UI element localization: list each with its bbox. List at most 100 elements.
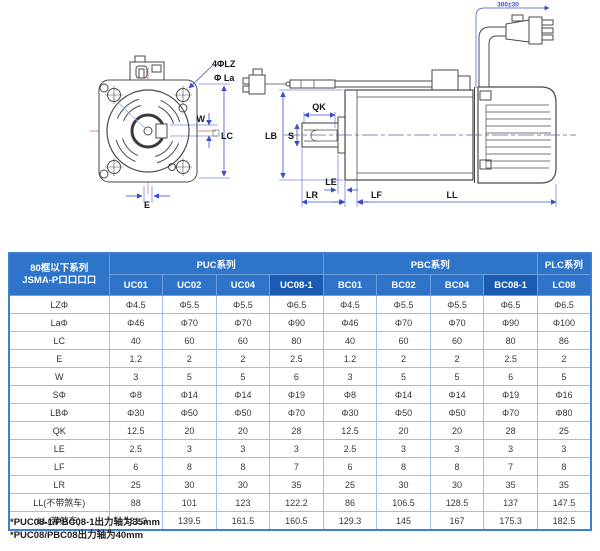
table-cell: Φ14 <box>429 385 485 404</box>
table-cell: Φ14 <box>215 385 271 404</box>
model-header-uc01: UC01 <box>108 274 164 296</box>
table-cell: 147.5 <box>536 493 592 512</box>
power-cable-icon <box>478 14 554 88</box>
table-cell: 6 <box>483 367 538 386</box>
table-cell: Φ46 <box>108 313 164 332</box>
footnote-line: *PUC08/PBC08出力轴为40mm <box>10 530 144 541</box>
table-row: SΦ Φ8 Φ14 Φ14 Φ19 Φ8 Φ14 Φ14 Φ19 Φ16 <box>8 385 592 404</box>
model-header-bc08-1: BC08-1 <box>483 274 538 296</box>
table-cell: Φ90 <box>269 313 324 332</box>
label-qk: QK <box>312 102 326 112</box>
table-cell: Φ50 <box>376 403 431 422</box>
table-cell: Φ100 <box>536 313 592 332</box>
table-cell: 2.5 <box>483 349 538 368</box>
table-cell: 2.5 <box>322 439 378 458</box>
table-cell: 8 <box>429 457 485 476</box>
label-cable-length: 300±30 <box>497 2 519 9</box>
table-cell: 30 <box>162 475 217 494</box>
table-cell: Φ70 <box>376 313 431 332</box>
model-header-bc01: BC01 <box>322 274 378 296</box>
encoder-connector-icon <box>242 68 471 95</box>
table-cell: 40 <box>108 331 164 350</box>
param-label: LL(不带煞车) <box>8 493 110 512</box>
label-lc: LC <box>221 131 233 141</box>
table-cell: 8 <box>162 457 217 476</box>
table-cell: Φ30 <box>108 403 164 422</box>
table-cell: 101 <box>162 493 217 512</box>
table-cell: Φ70 <box>429 313 485 332</box>
table-cell: Φ8 <box>322 385 378 404</box>
table-cell: Φ14 <box>162 385 217 404</box>
label-phi-la: Φ La <box>214 73 235 83</box>
table-cell: 5 <box>429 367 485 386</box>
table-cell: Φ4.5 <box>322 295 378 314</box>
table-cell: 25 <box>108 475 164 494</box>
param-label: QK <box>8 421 110 440</box>
label-e: E <box>144 200 150 210</box>
param-label: LZΦ <box>8 295 110 314</box>
table-cell: 3 <box>429 439 485 458</box>
model-header-uc02: UC02 <box>162 274 217 296</box>
table-corner-header: 80框以下系列 JSMA-P口口口口 <box>8 252 110 296</box>
table-cell: 35 <box>483 475 538 494</box>
table-cell: Φ6.5 <box>483 295 538 314</box>
table-cell: 86 <box>536 331 592 350</box>
table-row: LE 2.5 3 3 3 2.5 3 3 3 3 <box>8 439 592 458</box>
table-cell: Φ50 <box>162 403 217 422</box>
table-cell: 30 <box>429 475 485 494</box>
table-cell: 5 <box>376 367 431 386</box>
label-ll: LL <box>447 190 458 200</box>
table-cell: 1.2 <box>108 349 164 368</box>
series-group-header: PLC系列 <box>536 252 592 275</box>
table-cell: Φ70 <box>483 403 538 422</box>
table-cell: 30 <box>376 475 431 494</box>
table-cell: 25 <box>536 421 592 440</box>
table-cell: 106.5 <box>376 493 431 512</box>
table-cell: 2.5 <box>108 439 164 458</box>
table-cell: Φ6.5 <box>536 295 592 314</box>
label-lb: LB <box>265 131 277 141</box>
param-label: LaΦ <box>8 313 110 332</box>
table-cell: 7 <box>269 457 324 476</box>
table-cell: Φ16 <box>536 385 592 404</box>
param-label: E <box>8 349 110 368</box>
table-cell: 3 <box>215 439 271 458</box>
table-cell: 5 <box>536 367 592 386</box>
table-cell: 8 <box>536 457 592 476</box>
series-group-header: PUC系列 <box>108 252 324 275</box>
table-cell: 20 <box>162 421 217 440</box>
corner-header-line: 80框以下系列 <box>30 262 89 274</box>
bolt-holes <box>99 83 192 179</box>
label-s: S <box>288 131 294 141</box>
table-cell: 128.5 <box>429 493 485 512</box>
table-cell: Φ70 <box>269 403 324 422</box>
table-cell: 3 <box>322 367 378 386</box>
table-row: QK 12.5 20 20 28 12.5 20 20 28 25 <box>8 421 592 440</box>
table-cell: 161.5 <box>215 511 271 531</box>
table-cell: 6 <box>108 457 164 476</box>
label-lr: LR <box>306 190 318 200</box>
table-cell: 3 <box>536 439 592 458</box>
table-cell: 3 <box>108 367 164 386</box>
table-row: LBΦ Φ30 Φ50 Φ50 Φ70 Φ30 Φ50 Φ50 Φ70 Φ80 <box>8 403 592 422</box>
table-cell: Φ19 <box>269 385 324 404</box>
table-cell: 3 <box>162 439 217 458</box>
table-cell: 8 <box>215 457 271 476</box>
table-cell: 160.5 <box>269 511 324 531</box>
table-cell: 35 <box>269 475 324 494</box>
table-cell: Φ70 <box>215 313 271 332</box>
table-cell: 60 <box>429 331 485 350</box>
table-row: LR 25 30 30 35 25 30 30 35 35 <box>8 475 592 494</box>
series-group-header: PBC系列 <box>322 252 538 275</box>
table-cell: 60 <box>376 331 431 350</box>
table-cell: 137 <box>483 493 538 512</box>
table-row: E 1.2 2 2 2.5 1.2 2 2 2.5 2 <box>8 349 592 368</box>
table-cell: Φ5.5 <box>376 295 431 314</box>
table-cell: 35 <box>536 475 592 494</box>
table-row: LZΦ Φ4.5 Φ5.5 Φ5.5 Φ6.5 Φ4.5 Φ5.5 Φ5.5 Φ6.5 Φ6.5 <box>8 295 592 314</box>
table-cell: 28 <box>483 421 538 440</box>
rear-housing <box>477 86 557 184</box>
param-label: W <box>8 367 110 386</box>
table-cell: 1.2 <box>322 349 378 368</box>
table-cell: 30 <box>215 475 271 494</box>
